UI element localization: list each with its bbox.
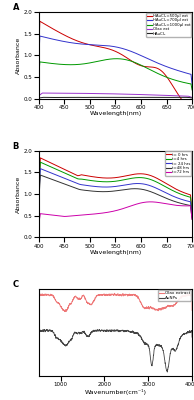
Y-axis label: Absorbance: Absorbance (16, 37, 21, 74)
Text: A: A (13, 3, 19, 12)
X-axis label: Wavelength(nm): Wavelength(nm) (89, 250, 142, 255)
X-axis label: Wavenumber(cm⁻¹): Wavenumber(cm⁻¹) (84, 389, 146, 395)
Text: B: B (13, 142, 19, 151)
Y-axis label: Absorbance: Absorbance (16, 175, 21, 213)
Text: C: C (13, 280, 19, 289)
Legend: t= 0 hrs, t=4 hrs, t= 24 hrs, t=48 hrs, t=72 hrs: t= 0 hrs, t=4 hrs, t= 24 hrs, t=48 hrs, … (165, 152, 191, 176)
X-axis label: Wavelength(nm): Wavelength(nm) (89, 111, 142, 116)
Legend: Olax extract, AuNPs: Olax extract, AuNPs (158, 290, 191, 301)
Legend: HAuCl₄=500μl ext, HAuCl₄=700μl ext, HAuCl₄=1000μl ext, Olax ext, HAuCl₄: HAuCl₄=500μl ext, HAuCl₄=700μl ext, HAuC… (146, 13, 191, 37)
